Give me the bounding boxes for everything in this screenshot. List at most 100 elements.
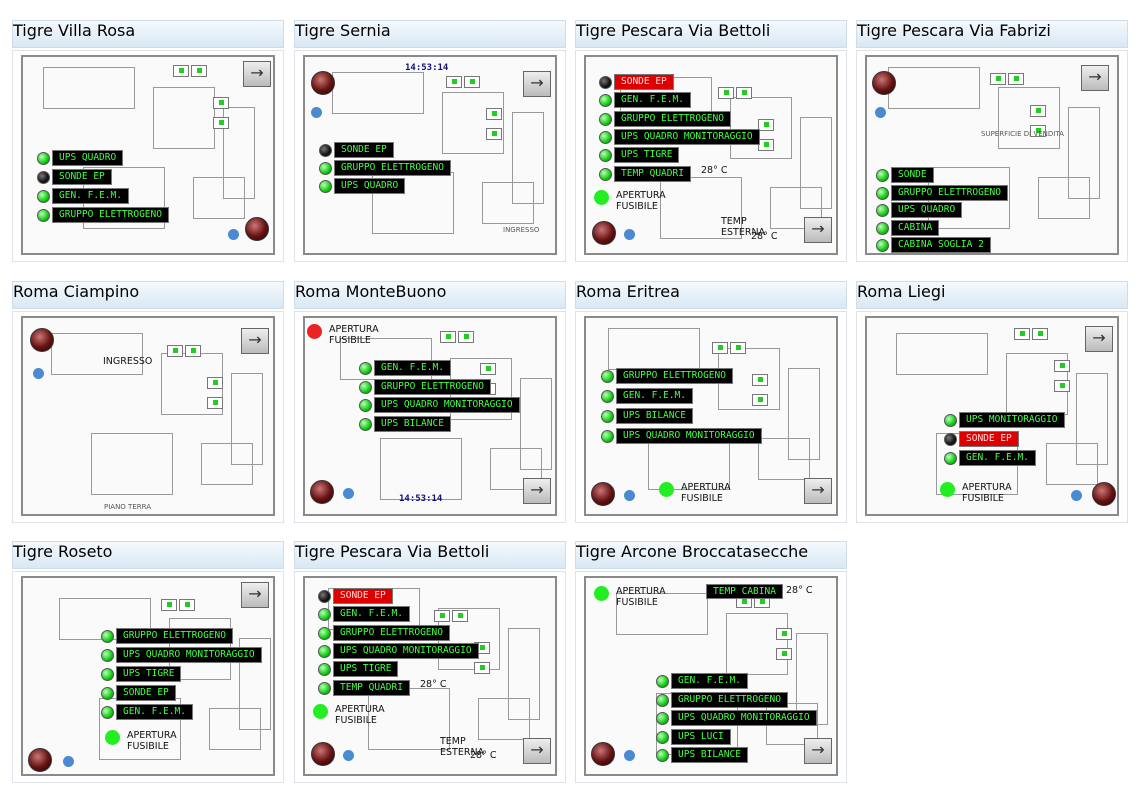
- status-label: UPS QUADRO: [334, 178, 406, 194]
- knob-button[interactable]: [872, 71, 896, 95]
- wall: [231, 373, 263, 465]
- knob-button[interactable]: [1092, 482, 1116, 506]
- floor-plan: SONDE GRUPPO ELETTROGENO UPS QUADRO CABINA C…: [865, 55, 1119, 255]
- note-text: 28° C: [420, 679, 447, 690]
- status-label: SONDE EP: [614, 74, 674, 90]
- sensor: [207, 397, 223, 409]
- info-icon[interactable]: [624, 229, 635, 240]
- status-led: [656, 730, 669, 744]
- panel-body: SONDE GRUPPO ELETTROGENO UPS QUADRO CABINA C…: [856, 50, 1128, 262]
- panel-tile: Tigre Arcone Broccatasecche GEN. F.E.M. GR…: [575, 541, 847, 796]
- status-led: [599, 167, 612, 181]
- panel-header[interactable]: Roma Ciampino: [12, 281, 284, 309]
- wall: [896, 333, 988, 375]
- wall: [726, 613, 788, 675]
- status-led: [876, 204, 889, 217]
- floor-plan: GEN. F.E.M. GRUPPO ELETTROGENO UPS QUADRO …: [303, 316, 557, 516]
- sensor: [752, 394, 768, 406]
- sensor: [480, 363, 496, 375]
- next-button[interactable]: →: [523, 738, 551, 764]
- status-led: [101, 687, 114, 700]
- info-icon[interactable]: [624, 490, 635, 501]
- info-icon[interactable]: [343, 488, 354, 499]
- sensor: [1014, 328, 1030, 340]
- sensor: [434, 610, 450, 622]
- panel-tile: Roma Eritrea GRUPPO ELETTROGENO GEN. F.E.M…: [575, 281, 847, 543]
- sensor: [736, 87, 752, 99]
- sensor: [990, 73, 1006, 85]
- sensor: [486, 128, 502, 140]
- info-icon[interactable]: [624, 750, 635, 761]
- info-icon[interactable]: [875, 107, 886, 118]
- status-led: [359, 362, 372, 375]
- note-text: 14:53:14: [399, 494, 443, 504]
- panel-header[interactable]: Tigre Sernia: [294, 20, 566, 48]
- panel-tile: Roma Liegi UPS MONITORAGGIO SONDE EP GEN. F…: [856, 281, 1128, 543]
- panel-header[interactable]: Roma MonteBuono: [294, 281, 566, 309]
- info-icon[interactable]: [33, 368, 44, 379]
- note-text: APERTURA FUSIBILE: [329, 324, 379, 346]
- status-led: [601, 390, 614, 403]
- panel-header[interactable]: Roma Eritrea: [575, 281, 847, 309]
- status-led: [876, 221, 889, 235]
- sensor: [1054, 380, 1070, 392]
- status-label: GRUPPO ELETTROGENO: [891, 184, 1008, 201]
- note-text: APERTURA FUSIBILE: [681, 482, 731, 504]
- fuse-led: [105, 730, 120, 745]
- next-button[interactable]: →: [1081, 65, 1109, 91]
- knob-button[interactable]: [310, 480, 334, 504]
- sensor: [191, 65, 207, 77]
- knob-button[interactable]: [311, 71, 335, 95]
- panel-header[interactable]: Tigre Roseto: [12, 541, 284, 569]
- status-led: [37, 171, 50, 184]
- panel-header[interactable]: Tigre Arcone Broccatasecche: [575, 541, 847, 569]
- next-button[interactable]: →: [241, 582, 269, 608]
- status-label: UPS TIGRE: [333, 661, 399, 678]
- next-button[interactable]: →: [804, 217, 832, 243]
- status-label: GRUPPO ELETTROGENO: [52, 207, 169, 223]
- info-icon[interactable]: [63, 756, 74, 767]
- sensor: [464, 76, 480, 88]
- wall: [51, 333, 143, 375]
- status-led: [599, 149, 612, 163]
- panel-body: SONDE EP GEN. F.E.M. GRUPPO ELETTROGENO UPS…: [294, 571, 566, 783]
- next-button[interactable]: →: [243, 61, 271, 87]
- knob-button[interactable]: [311, 742, 335, 766]
- next-button[interactable]: →: [523, 71, 551, 97]
- status-label: GEN. F.E.M.: [616, 388, 693, 404]
- knob-button[interactable]: [30, 328, 54, 352]
- panel-header[interactable]: Tigre Pescara Via Bettoli: [294, 541, 566, 569]
- sensor: [207, 377, 223, 389]
- note-text: TEMP ESTERNA: [721, 216, 766, 238]
- next-button[interactable]: →: [804, 478, 832, 504]
- next-button[interactable]: →: [523, 478, 551, 504]
- floor-plan: SONDE EP GEN. F.E.M. GRUPPO ELETTROGENO UPS…: [584, 55, 838, 255]
- knob-button[interactable]: [592, 221, 616, 245]
- knob-button[interactable]: [591, 482, 615, 506]
- wall: [788, 368, 820, 460]
- info-icon[interactable]: [343, 750, 354, 761]
- info-icon[interactable]: [228, 229, 239, 240]
- knob-button[interactable]: [28, 748, 52, 772]
- panel-tile: Tigre Roseto GRUPPO ELETTROGENO UPS QUADRO…: [12, 541, 284, 796]
- next-button[interactable]: →: [804, 738, 832, 764]
- wall: [800, 117, 832, 209]
- info-icon[interactable]: [1071, 490, 1082, 501]
- panel-header[interactable]: Tigre Pescara Via Bettoli: [575, 20, 847, 48]
- panel-header[interactable]: Tigre Pescara Via Fabrizi: [856, 20, 1128, 48]
- knob-button[interactable]: [245, 217, 269, 241]
- status-led: [601, 410, 614, 423]
- panel-header[interactable]: Roma Liegi: [856, 281, 1128, 309]
- note-text: 28° C: [701, 165, 728, 176]
- wall: [888, 67, 980, 109]
- panel-body: UPS QUADRO SONDE EP GEN. F.E.M. GRUPPO ELET…: [12, 50, 284, 262]
- knob-button[interactable]: [591, 742, 615, 766]
- panel-title: Tigre Villa Rosa: [13, 21, 136, 40]
- next-button[interactable]: →: [241, 328, 269, 354]
- info-icon[interactable]: [311, 107, 322, 118]
- status-led: [876, 169, 889, 182]
- next-button[interactable]: →: [1085, 326, 1113, 352]
- sensor: [718, 87, 734, 99]
- panel-header[interactable]: Tigre Villa Rosa: [12, 20, 284, 48]
- status-led: [319, 180, 332, 193]
